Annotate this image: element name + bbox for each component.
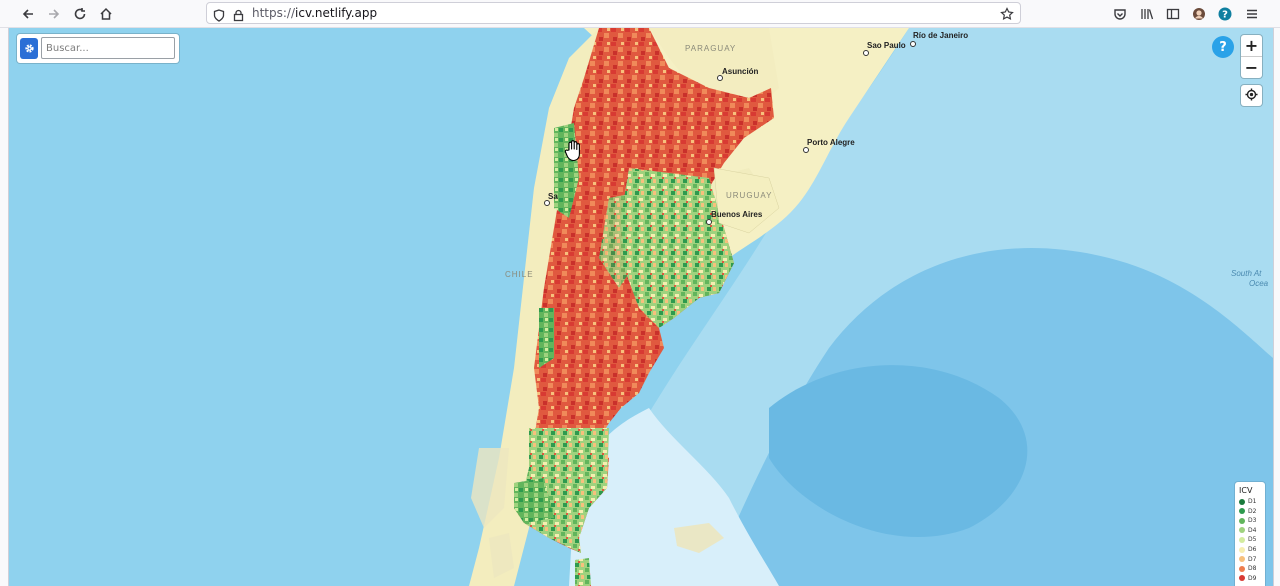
- legend-item: D9: [1239, 574, 1256, 583]
- legend-label: D5: [1248, 536, 1257, 544]
- legend-label: D1: [1248, 498, 1257, 505]
- svg-text:?: ?: [1222, 10, 1228, 21]
- basemap[interactable]: [9, 28, 1273, 586]
- legend-item: D2: [1239, 507, 1256, 516]
- ocean-label-line2: Ocea: [1249, 279, 1269, 288]
- legend-item: D6: [1239, 545, 1256, 554]
- forward-icon[interactable]: [44, 4, 64, 24]
- library-icon[interactable]: [1137, 4, 1157, 24]
- city-label-sao-paulo: Sao Paulo: [867, 41, 906, 50]
- search-input[interactable]: [41, 37, 175, 59]
- legend-item: D8: [1239, 564, 1256, 573]
- legend-swatch: [1239, 517, 1245, 524]
- legend-title: ICV: [1239, 486, 1253, 495]
- legend-label: D8: [1248, 565, 1257, 573]
- menu-icon[interactable]: [1242, 4, 1262, 24]
- city-label-santiago: Sa: [548, 192, 558, 201]
- pan-hand-cursor-icon: [563, 140, 583, 166]
- city-label-asuncion: Asunción: [722, 67, 759, 76]
- legend-label: D9: [1248, 574, 1257, 582]
- legend-swatch: [1239, 556, 1245, 563]
- legend-label: D7: [1248, 555, 1257, 563]
- city-label-rio-de-janeiro: Río de Janeiro: [913, 31, 969, 40]
- country-label-chile: CHILE: [505, 270, 534, 279]
- extension-help-icon[interactable]: ?: [1215, 4, 1235, 24]
- settings-button[interactable]: [20, 38, 38, 59]
- url-text[interactable]: https://icv.netlify.app: [252, 6, 377, 20]
- ocean-label-line1: South At: [1231, 269, 1262, 278]
- search-panel: [17, 34, 179, 63]
- legend-label: D4: [1248, 526, 1257, 534]
- legend-swatch: [1239, 536, 1245, 543]
- url-bar[interactable]: https://icv.netlify.app: [206, 2, 1021, 24]
- legend-swatch: [1239, 546, 1245, 553]
- map-frame[interactable]: Río de Janeiro Sao Paulo Asunción Porto …: [8, 28, 1274, 586]
- reload-icon[interactable]: [70, 4, 90, 24]
- browser-toolbar: https://icv.netlify.app ?: [0, 0, 1280, 28]
- legend-swatch: [1239, 498, 1245, 505]
- zoom-out-button[interactable]: −: [1244, 58, 1259, 77]
- back-icon[interactable]: [18, 4, 38, 24]
- help-button[interactable]: ?: [1212, 36, 1234, 58]
- icv-legend: ICV D1 D2 D3 D4 D5 D6 D7 D8 D9: [1235, 482, 1265, 586]
- legend-item: D7: [1239, 555, 1256, 564]
- legend-item: D4: [1239, 526, 1256, 535]
- legend-item: D5: [1239, 535, 1256, 544]
- home-icon[interactable]: [96, 4, 116, 24]
- shield-icon[interactable]: [213, 7, 225, 26]
- legend-swatch: [1239, 508, 1245, 515]
- city-label-porto-alegre: Porto Alegre: [807, 138, 855, 147]
- zoom-in-button[interactable]: +: [1244, 36, 1259, 55]
- legend-item: D3: [1239, 516, 1256, 525]
- legend-label: D2: [1248, 507, 1257, 515]
- city-label-buenos-aires: Buenos Aires: [711, 210, 763, 219]
- country-label-uruguay: URUGUAY: [726, 191, 773, 200]
- crosshair-icon: [1245, 86, 1258, 105]
- pocket-icon[interactable]: [1110, 4, 1130, 24]
- country-label-paraguay: PARAGUAY: [685, 44, 737, 53]
- locate-button[interactable]: [1241, 85, 1262, 106]
- legend-label: D3: [1248, 517, 1257, 525]
- bookmark-star-icon[interactable]: [1000, 6, 1014, 25]
- legend-swatch: [1239, 527, 1245, 534]
- account-avatar-icon[interactable]: [1189, 4, 1209, 24]
- url-protocol: https://: [252, 6, 296, 20]
- lock-icon[interactable]: [233, 7, 244, 26]
- legend-swatch: [1239, 565, 1245, 572]
- zoom-divider: [1241, 56, 1262, 57]
- legend-label: D6: [1248, 546, 1257, 553]
- legend-item: D1: [1239, 497, 1256, 506]
- gear-icon: [24, 39, 35, 58]
- legend-swatch: [1239, 575, 1245, 582]
- sidebar-icon[interactable]: [1163, 4, 1183, 24]
- url-host: icv.netlify.app: [295, 6, 378, 20]
- zoom-control: + −: [1241, 35, 1262, 78]
